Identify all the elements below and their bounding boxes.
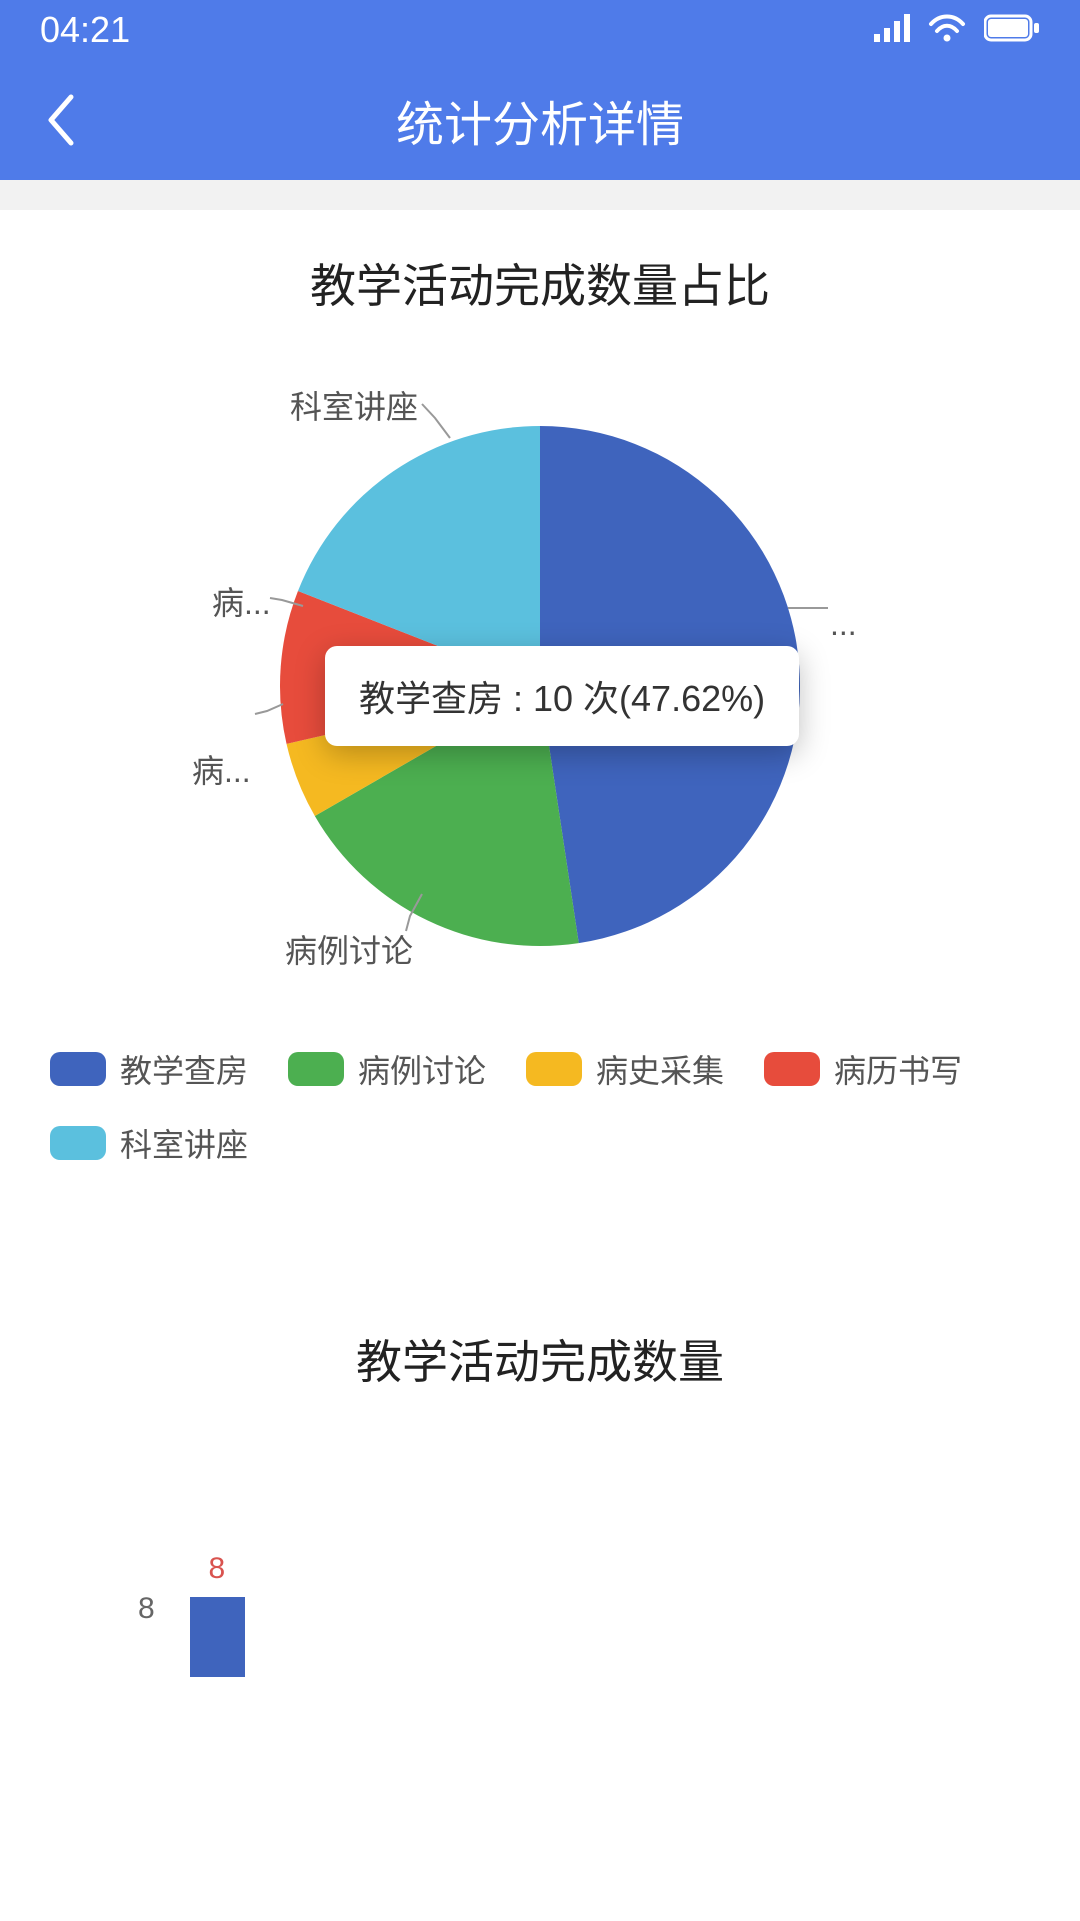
legend-item[interactable]: 病历书写 (764, 1046, 962, 1092)
status-bar: 04:21 (0, 0, 1080, 60)
pie-slice-label: 病例讨论 (285, 926, 413, 972)
chevron-left-icon (43, 93, 77, 147)
legend-swatch (50, 1126, 106, 1160)
legend-label: 教学查房 (120, 1046, 248, 1092)
pie-chart-title: 教学活动完成数量占比 (30, 250, 1050, 316)
pie-legend: 教学查房 病例讨论 病史采集 病历书写科室讲座 (30, 1046, 1050, 1166)
pie-chart[interactable]: ... 病例讨论 病... 病... 科室讲座 教学查房 : 10 次(47.62%) (30, 376, 1050, 996)
bar-value-label: 8 (209, 1552, 226, 1586)
section-gap (0, 180, 1080, 210)
pie-leader-line (255, 704, 283, 714)
legend-swatch (764, 1052, 820, 1086)
legend-item[interactable]: 科室讲座 (50, 1120, 248, 1166)
bar-chart[interactable]: 88 (30, 1552, 1050, 1672)
back-button[interactable] (30, 90, 90, 150)
legend-item[interactable]: 病例讨论 (288, 1046, 486, 1092)
legend-label: 病历书写 (834, 1046, 962, 1092)
status-time: 04:21 (40, 9, 130, 51)
pie-slice-label: 病... (192, 746, 251, 792)
signal-icon (874, 9, 910, 51)
status-indicators (874, 9, 1040, 51)
legend-item[interactable]: 病史采集 (526, 1046, 724, 1092)
pie-slice-label: 科室讲座 (290, 382, 418, 428)
page-title: 统计分析详情 (0, 85, 1080, 155)
legend-label: 科室讲座 (120, 1120, 248, 1166)
bar-chart-section: 教学活动完成数量 88 (0, 1266, 1080, 1712)
pie-leader-line (422, 404, 450, 438)
pie-chart-section: 教学活动完成数量占比 ... 病例讨论 病... 病... 科室讲座 教学查房 : 10… (0, 210, 1080, 1226)
pie-slice-label: 病... (212, 578, 271, 624)
legend-item[interactable]: 教学查房 (50, 1046, 248, 1092)
battery-icon (984, 9, 1040, 51)
bar-y-axis-label: 8 (138, 1592, 155, 1626)
legend-swatch (50, 1052, 106, 1086)
nav-bar: 统计分析详情 (0, 60, 1080, 180)
legend-label: 病例讨论 (358, 1046, 486, 1092)
pie-slice-label: ... (830, 606, 857, 643)
bar-rect[interactable] (190, 1597, 245, 1677)
legend-swatch (288, 1052, 344, 1086)
bar-chart-title: 教学活动完成数量 (30, 1326, 1050, 1392)
pie-tooltip: 教学查房 : 10 次(47.62%) (325, 646, 799, 746)
legend-swatch (526, 1052, 582, 1086)
legend-label: 病史采集 (596, 1046, 724, 1092)
wifi-icon (928, 9, 966, 51)
